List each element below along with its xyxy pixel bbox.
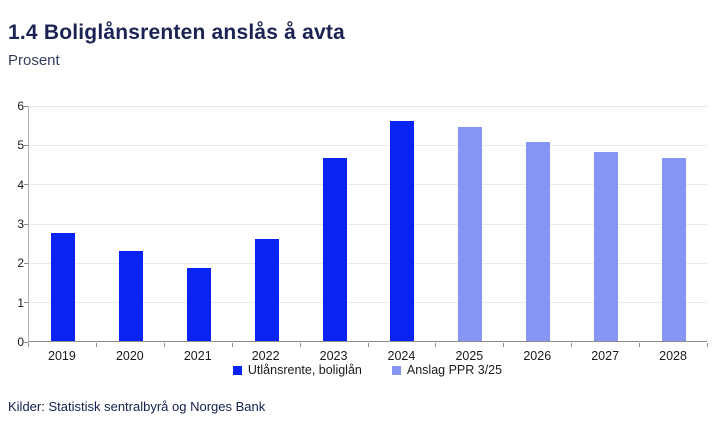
page-title: 1.4 Boliglånsrenten anslås å avta [8, 21, 345, 44]
gridline-y3 [29, 223, 707, 225]
x-tick-label-2024: 2024 [387, 349, 416, 363]
x-tick-label-2021: 2021 [183, 349, 212, 363]
gridline-y4 [29, 184, 707, 186]
x-tick-mark-7 [503, 343, 505, 347]
bar-2026 [526, 142, 551, 341]
bar-2023 [322, 158, 347, 341]
x-tick-label-2020: 2020 [115, 349, 144, 363]
bar-2022 [254, 238, 279, 341]
x-tick-label-2019: 2019 [48, 349, 76, 363]
x-tick-mark-1 [95, 343, 97, 347]
y-tick-label-2: 2 [17, 256, 24, 271]
x-tick-mark-3 [231, 343, 233, 347]
y-tick-label-4: 4 [17, 177, 24, 192]
x-tick-mark-2 [163, 343, 165, 347]
chart-legend: Utlånsrente, boliglån Anslag PPR 3/25 [28, 363, 707, 377]
y-tick-mark-0 [24, 341, 28, 343]
y-tick-label-0: 0 [17, 335, 24, 349]
legend-label-actual: Utlånsrente, boliglån [247, 363, 362, 377]
y-tick-mark-6 [24, 105, 28, 107]
y-tick-label-1: 1 [17, 295, 24, 310]
bar-2028 [662, 158, 687, 341]
x-tick-mark-8 [571, 343, 573, 347]
x-tick-label-2026: 2026 [523, 349, 552, 363]
bar-2024 [390, 120, 415, 341]
y-tick-label-6: 6 [17, 99, 24, 113]
x-tick-mark-6 [435, 343, 437, 347]
y-tick-mark-5 [24, 144, 28, 146]
x-tick-label-2022: 2022 [251, 349, 280, 363]
legend-swatch-forecast [391, 365, 401, 375]
x-tick-mark-0 [28, 343, 29, 347]
bar-2025 [458, 126, 483, 341]
page-subtitle: Prosent [8, 52, 60, 69]
bar-2020 [118, 250, 143, 341]
y-tick-mark-2 [24, 262, 28, 264]
x-tick-label-2027: 2027 [591, 349, 620, 363]
bar-chart-plot-area [28, 105, 707, 342]
x-tick-mark-5 [367, 343, 369, 347]
y-tick-mark-3 [24, 223, 28, 225]
gridline-y2 [29, 262, 707, 264]
bar-2027 [594, 152, 619, 341]
bar-2021 [186, 268, 211, 341]
bar-2019 [50, 232, 75, 341]
gridline-y1 [29, 302, 707, 304]
y-tick-label-5: 5 [17, 138, 24, 153]
x-tick-mark-4 [299, 343, 301, 347]
x-tick-label-2028: 2028 [659, 349, 687, 363]
x-tick-mark-9 [639, 343, 641, 347]
y-tick-mark-1 [24, 302, 28, 304]
source-note: Kilder: Statistisk sentralbyrå og Norges… [8, 399, 266, 414]
x-tick-label-2023: 2023 [319, 349, 348, 363]
gridline-y5 [29, 144, 707, 146]
legend-item-forecast: Anslag PPR 3/25 [391, 363, 503, 377]
x-tick-mark-10 [707, 343, 708, 347]
gridline-y6 [29, 105, 707, 107]
y-tick-label-3: 3 [17, 217, 24, 231]
legend-swatch-actual [232, 365, 242, 375]
legend-label-forecast: Anslag PPR 3/25 [406, 363, 503, 377]
x-tick-label-2025: 2025 [455, 349, 484, 363]
legend-item-actual: Utlånsrente, boliglån [232, 363, 362, 377]
y-tick-mark-4 [24, 184, 28, 186]
